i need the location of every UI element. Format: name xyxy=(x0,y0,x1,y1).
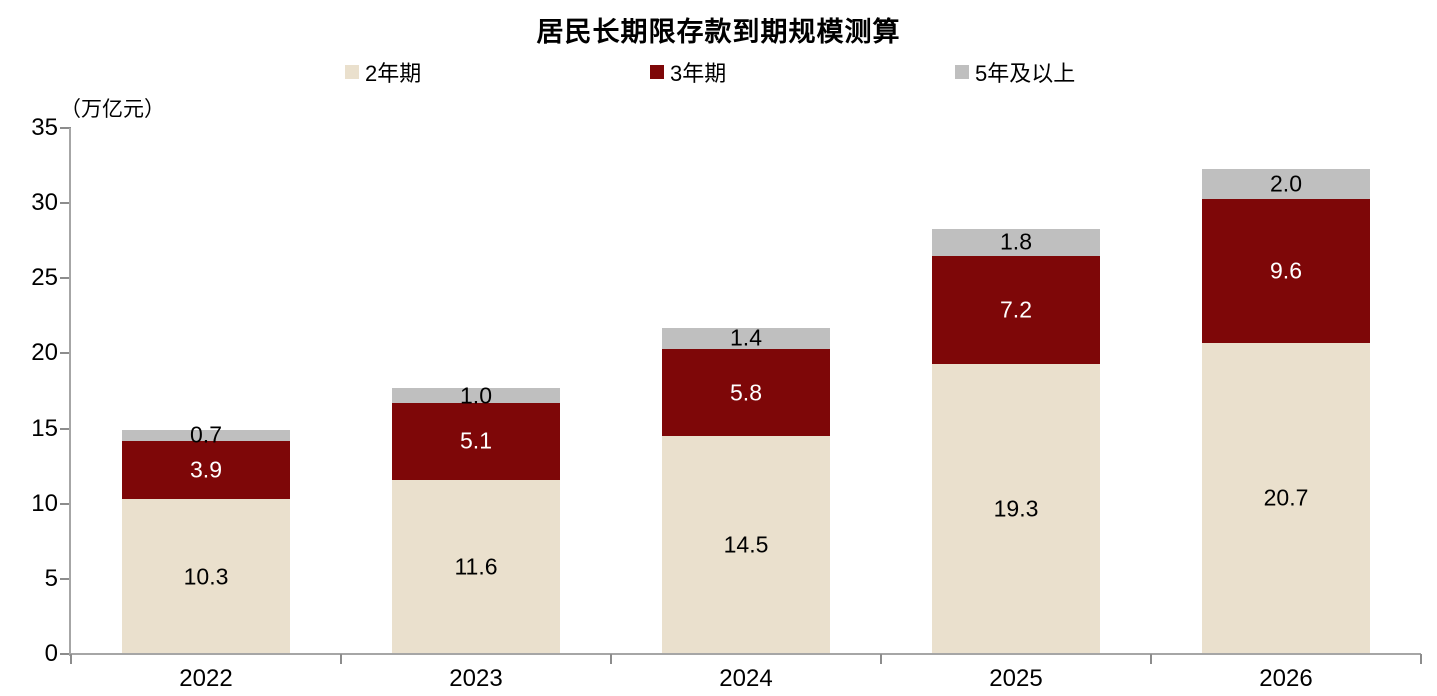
legend-label: 5年及以上 xyxy=(975,61,1076,86)
bar-segment xyxy=(662,327,830,349)
bar-segment xyxy=(122,430,290,441)
y-axis-tick xyxy=(60,427,71,430)
bar-value-label: 7.2 xyxy=(1000,296,1032,323)
bar-value-label: 20.7 xyxy=(1263,484,1309,511)
chart-title: 居民长期限存款到期规模测算 xyxy=(536,17,901,47)
bar-segment xyxy=(932,255,1100,364)
y-axis-line xyxy=(69,128,71,656)
bar-segment xyxy=(122,440,290,500)
x-axis-tick xyxy=(70,654,72,664)
bar-value-label: 19.3 xyxy=(993,495,1039,522)
legend-item: 5年及以上 xyxy=(955,58,1075,86)
bar-value-label: 1.4 xyxy=(730,324,762,351)
y-axis-tick xyxy=(60,577,71,580)
bar-segment xyxy=(392,479,560,654)
x-axis-tick-label: 2023 xyxy=(449,665,503,692)
bar-segment xyxy=(662,348,830,437)
bar-segment xyxy=(932,228,1100,256)
bar-segment xyxy=(392,403,560,480)
y-axis-tick xyxy=(60,502,71,505)
x-axis-tick-label: 2024 xyxy=(719,665,773,692)
bar-value-label: 3.9 xyxy=(190,456,222,483)
bar-value-label: 14.5 xyxy=(723,531,769,558)
legend-swatch-icon xyxy=(650,65,664,79)
bar-value-label: 2.0 xyxy=(1270,170,1302,197)
bar-value-label: 10.3 xyxy=(183,563,229,590)
bar-segment xyxy=(122,499,290,654)
x-axis-tick xyxy=(610,654,612,664)
y-axis-tick xyxy=(60,352,71,355)
y-axis-tick-label: 10 xyxy=(31,489,58,517)
x-axis-line xyxy=(69,653,1421,655)
bar-value-label: 9.6 xyxy=(1270,257,1302,284)
legend-label: 2年期 xyxy=(365,61,422,86)
bar-segment xyxy=(392,387,560,403)
x-axis-tick xyxy=(340,654,342,664)
y-axis-tick xyxy=(60,653,71,655)
bar-value-label: 0.7 xyxy=(190,421,222,448)
y-axis-tick-label: 25 xyxy=(31,264,58,292)
y-axis-unit-label: （万亿元） xyxy=(60,98,165,121)
y-axis-tick-label: 20 xyxy=(31,339,58,367)
x-axis-tick xyxy=(1420,654,1422,664)
x-axis-tick xyxy=(1150,654,1152,664)
x-axis-tick-label: 2022 xyxy=(179,665,233,692)
bar-value-label: 5.1 xyxy=(460,427,492,454)
bar-value-label: 11.6 xyxy=(454,553,498,580)
bar-segment xyxy=(1202,198,1370,343)
y-axis-tick-label: 30 xyxy=(31,189,58,217)
legend-label: 3年期 xyxy=(670,61,727,86)
y-axis-tick-label: 5 xyxy=(44,564,58,592)
bar-segment xyxy=(932,363,1100,654)
bar-segment xyxy=(662,436,830,654)
bar-segment xyxy=(1202,168,1370,199)
x-axis-tick-label: 2026 xyxy=(1259,665,1313,692)
y-axis-tick xyxy=(60,127,71,129)
y-axis-tick-label: 15 xyxy=(31,414,58,442)
x-axis-tick xyxy=(880,654,882,664)
y-axis-tick xyxy=(60,202,71,205)
x-axis-tick-label: 2025 xyxy=(989,665,1043,692)
bar-value-label: 1.8 xyxy=(1000,228,1032,255)
bar-segment xyxy=(1202,342,1370,654)
y-axis-tick-label: 35 xyxy=(31,114,58,141)
legend-swatch-icon xyxy=(345,65,359,79)
legend-swatch-icon xyxy=(955,65,969,79)
bar-value-label: 1.0 xyxy=(460,382,492,408)
bar-value-label: 5.8 xyxy=(730,379,762,405)
y-axis-tick xyxy=(60,277,71,280)
legend-item: 3年期 xyxy=(650,58,726,86)
legend-item: 2年期 xyxy=(345,58,421,86)
y-axis-tick-label: 0 xyxy=(44,640,58,667)
